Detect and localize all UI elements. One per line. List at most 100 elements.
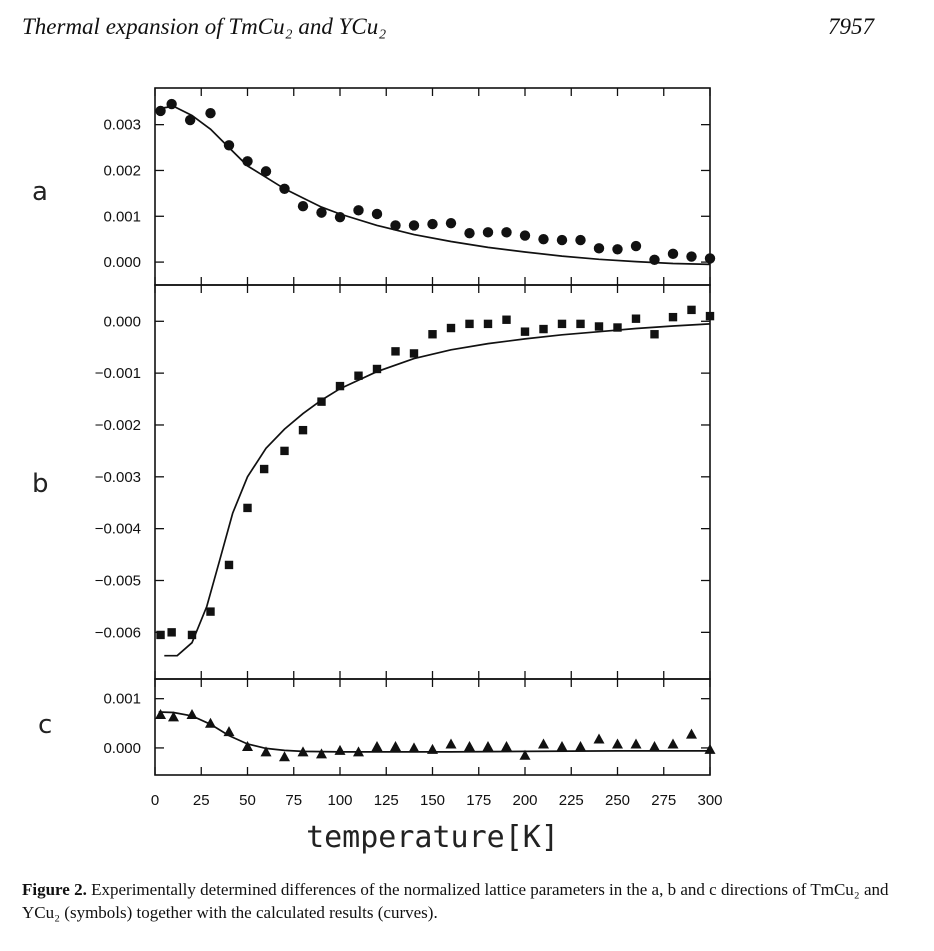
panel-a-data-point xyxy=(155,105,166,117)
panel-a-data-point xyxy=(464,228,475,239)
panel-c-data-point xyxy=(612,738,623,749)
panel-c-ytick-label: 0.001 xyxy=(103,691,141,708)
panel-b-data-point xyxy=(576,319,585,329)
panel-c-data-point xyxy=(686,728,697,739)
panel-b-data-point xyxy=(687,305,696,315)
panel-b-data-point xyxy=(520,327,530,336)
panel-c-xtick-label: 25 xyxy=(193,792,210,809)
panel-b-ytick-label: −0.002 xyxy=(95,417,141,434)
panel-a-label: a xyxy=(32,177,48,207)
panel-b-data-point xyxy=(391,347,400,356)
panel-c-xtick-label: 75 xyxy=(285,792,302,809)
panel-b-frame xyxy=(154,284,711,680)
panel-c-xtick-label: 175 xyxy=(466,792,491,809)
panel-b-data-point xyxy=(502,315,511,324)
panel-b-data-point xyxy=(428,330,437,339)
panel-b-data-point xyxy=(354,371,363,380)
panel-c-xtick-label: 100 xyxy=(327,792,352,809)
panel-a-data-point xyxy=(353,205,364,216)
panel-c-data-point xyxy=(501,740,512,751)
panel-b-data-point xyxy=(650,330,659,339)
panel-b-data-point xyxy=(539,324,548,334)
caption-label: Figure 2. xyxy=(22,880,87,899)
panel-c-data-point xyxy=(260,746,272,757)
running-header-title: Thermal expansion of TmCu₂ and YCu₂ xyxy=(22,14,387,39)
panel-c-frame xyxy=(154,678,711,776)
panel-a-data-point xyxy=(704,253,716,264)
panel-c-data-point xyxy=(297,746,309,757)
panel-a-data-point xyxy=(501,227,512,238)
panel-c-data-point xyxy=(205,717,216,728)
panel-c-xtick-label: 275 xyxy=(651,792,676,809)
panel-c-data-point xyxy=(353,746,364,757)
panel-c-data-point xyxy=(390,740,401,751)
panel-a-data-point xyxy=(427,218,438,230)
panel-c-data-point xyxy=(242,740,253,751)
panel-c-xtick-label: 50 xyxy=(239,792,256,809)
panel-a-data-point xyxy=(223,140,235,151)
panel-c-data-point xyxy=(155,708,167,719)
panel-c-data-point xyxy=(519,749,531,760)
panel-b-data-point xyxy=(668,312,678,322)
panel-c-xtick-label: 150 xyxy=(420,792,445,809)
panel-b-data-point xyxy=(335,381,345,391)
panel-c-data-point xyxy=(168,711,179,722)
panel-b-data-point xyxy=(280,446,289,456)
panel-a-data-point xyxy=(667,248,679,260)
figure-2-chart: a 0.003 0.002 0.001 0.000 b 0.000 −0.001 −0.002 −… xyxy=(32,87,723,855)
panel-b-calculated-curve xyxy=(164,323,711,657)
panel-c-xtick-label: 250 xyxy=(605,792,630,809)
panel-b-data-point xyxy=(631,314,641,323)
panel-c-data-point xyxy=(408,742,420,753)
panel-b-ytick-label: −0.003 xyxy=(95,469,141,486)
panel-c-calculated-curve xyxy=(158,711,710,753)
panel-c-xtick-label: 0 xyxy=(151,792,159,809)
panel-a-data-point xyxy=(390,220,401,231)
panel-a-data-point xyxy=(575,234,586,246)
caption-text: Experimentally determined differences of… xyxy=(22,880,889,922)
panel-c-ytick-label: 0.000 xyxy=(103,740,141,757)
panel-a-data-point xyxy=(242,156,253,167)
panel-c-data-point xyxy=(371,740,383,751)
panel-c-data-point xyxy=(538,738,549,749)
panel-b-data-point xyxy=(446,323,456,333)
panel-c-data-point xyxy=(186,708,198,719)
panel-b-label: b xyxy=(32,469,49,499)
panel-a-ytick-label: 0.003 xyxy=(103,117,141,134)
panel-c-data-point xyxy=(667,738,679,749)
panel-a-data-point xyxy=(556,234,568,246)
panel-c-xtick-label: 200 xyxy=(512,792,537,809)
panel-c-data-point xyxy=(593,733,605,744)
panel-b-data-point xyxy=(557,319,567,329)
panel-b-ytick-label: 0.000 xyxy=(103,313,141,330)
panel-b-ytick-label: −0.005 xyxy=(95,573,141,590)
panel-c-data-point xyxy=(630,738,642,749)
panel-a-calculated-curve xyxy=(158,105,711,266)
panel-a-data-point xyxy=(612,244,623,255)
panel-c-data-point xyxy=(427,743,438,754)
panel-c-data-point xyxy=(316,748,327,759)
panel-c-data-point xyxy=(445,738,457,749)
panel-b-data-point xyxy=(372,364,382,374)
panel-b-data-point xyxy=(224,560,234,570)
panel-a-data-point xyxy=(334,211,346,223)
panel-b-data-point xyxy=(156,630,165,640)
panel-c-data-point xyxy=(334,744,346,755)
panel-c-label: c xyxy=(38,710,52,740)
panel-a-data-point xyxy=(297,201,309,212)
panel-a-ytick-label: 0.002 xyxy=(103,162,141,179)
panel-a-data-point xyxy=(519,230,531,241)
panel-b-data-point xyxy=(243,503,252,513)
panel-b-data-point xyxy=(187,630,197,640)
x-axis-label: temperature[K] xyxy=(306,820,559,855)
panel-b-data-point xyxy=(613,323,622,332)
panel-c-data-point xyxy=(575,740,586,751)
panel-a-data-point xyxy=(371,208,383,220)
panel-b-ytick-label: −0.001 xyxy=(95,365,141,382)
panel-b-ytick-label: −0.006 xyxy=(95,624,141,641)
panel-b-data-point xyxy=(465,319,474,329)
panel-a-data-point xyxy=(538,233,549,245)
panel-a-data-point xyxy=(205,107,216,119)
panel-a-data-point xyxy=(649,254,660,266)
panel-c-xtick-label: 300 xyxy=(697,792,722,809)
